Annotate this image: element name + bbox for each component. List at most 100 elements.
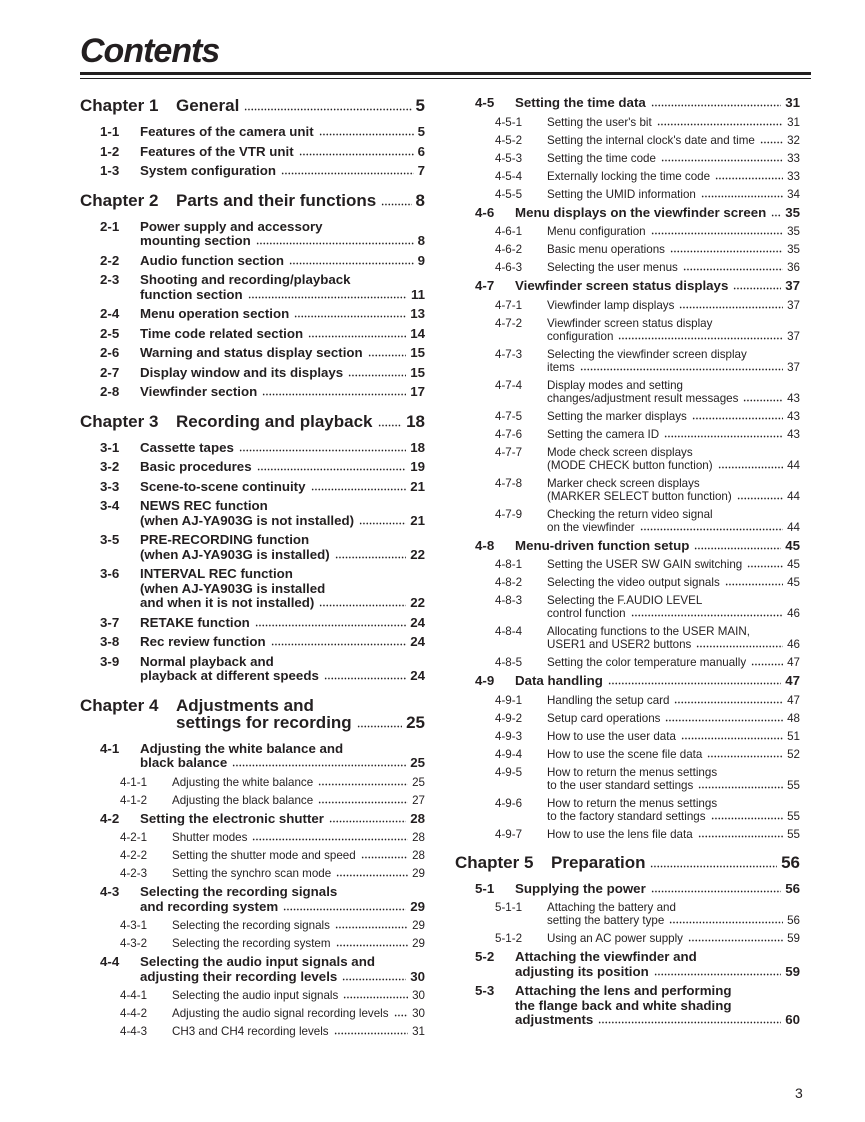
toc-entry-page[interactable]: 19	[410, 459, 425, 474]
toc-section-entry[interactable]: 3-7 RETAKE function 24	[80, 614, 425, 631]
toc-entry-page[interactable]: 7	[417, 163, 425, 178]
toc-section-entry[interactable]: 2-3 Shooting and recording/playback functi…	[80, 272, 425, 302]
toc-entry-page[interactable]: 28	[412, 849, 425, 862]
toc-sub-entry[interactable]: 4-6-1 Menu configuration 35	[455, 225, 800, 238]
toc-chapter-entry[interactable]: Chapter 1 General 5	[80, 97, 425, 120]
toc-section-entry[interactable]: 2-5 Time code related section 14	[80, 325, 425, 342]
toc-entry-page[interactable]: 18	[410, 439, 425, 455]
toc-section-entry[interactable]: 4-1 Adjusting the white balance and black …	[80, 741, 425, 771]
toc-section-entry[interactable]: 4-6 Menu displays on the viewfinder scree…	[455, 205, 800, 221]
toc-section-entry[interactable]: 4-8 Menu-driven function setup 45	[455, 537, 800, 554]
toc-sub-entry[interactable]: 4-9-6 How to return the menus settings to …	[455, 797, 800, 823]
toc-section-entry[interactable]: 3-8 Rec review function 24	[80, 634, 425, 650]
toc-entry-page[interactable]: 25	[410, 755, 425, 770]
toc-entry-page[interactable]: 55	[787, 778, 800, 792]
toc-section-entry[interactable]: 4-2 Setting the electronic shutter 28	[80, 810, 425, 827]
toc-sub-entry[interactable]: 4-7-3 Selecting the viewfinder screen dis…	[455, 348, 800, 374]
toc-sub-entry[interactable]: 5-1-1 Attaching the battery and setting th…	[455, 901, 800, 927]
toc-sub-entry[interactable]: 4-6-2 Basic menu operations 35	[455, 243, 800, 256]
toc-sub-entry[interactable]: 4-2-1 Shutter modes 28	[80, 831, 425, 844]
toc-section-entry[interactable]: 2-6 Warning and status display section 15	[80, 345, 425, 361]
toc-section-entry[interactable]: 3-9 Normal playback and playback at differ…	[80, 654, 425, 684]
toc-entry-page[interactable]: 11	[410, 286, 425, 302]
toc-entry-page[interactable]: 28	[412, 831, 425, 844]
toc-entry-page[interactable]: 29	[412, 919, 425, 932]
toc-entry-page[interactable]: 14	[410, 325, 425, 341]
toc-entry-page[interactable]: 24	[410, 614, 425, 630]
toc-entry-page[interactable]: 47	[787, 693, 800, 707]
toc-entry-page[interactable]: 43	[787, 391, 800, 405]
toc-chapter-entry[interactable]: Chapter 2 Parts and their functions 8	[80, 192, 425, 215]
toc-entry-page[interactable]: 21	[410, 478, 425, 494]
toc-entry-page[interactable]: 17	[410, 384, 425, 399]
toc-entry-page[interactable]: 28	[410, 810, 425, 826]
toc-section-entry[interactable]: 4-4 Selecting the audio input signals and…	[80, 954, 425, 984]
toc-sub-entry[interactable]: 4-7-6 Setting the camera ID 43	[455, 428, 800, 441]
toc-entry-page[interactable]: 35	[787, 243, 800, 256]
toc-section-entry[interactable]: 4-9 Data handling 47	[455, 673, 800, 689]
toc-entry-page[interactable]: 45	[785, 537, 800, 553]
toc-entry-page[interactable]: 55	[787, 827, 800, 841]
toc-entry-page[interactable]: 51	[787, 729, 800, 743]
toc-sub-entry[interactable]: 4-5-2 Setting the internal clock's date a…	[455, 134, 800, 147]
toc-entry-page[interactable]: 56	[787, 914, 800, 927]
toc-sub-entry[interactable]: 4-9-4 How to use the scene file data 52	[455, 748, 800, 761]
toc-entry-page[interactable]: 44	[787, 489, 800, 503]
toc-section-entry[interactable]: 4-7 Viewfinder screen status displays 37	[455, 278, 800, 294]
toc-entry-page[interactable]: 9	[417, 252, 425, 268]
toc-sub-entry[interactable]: 4-7-1 Viewfinder lamp displays 37	[455, 299, 800, 312]
toc-entry-page[interactable]: 45	[787, 576, 800, 589]
toc-entry-page[interactable]: 44	[787, 458, 800, 472]
toc-entry-page[interactable]: 52	[787, 747, 800, 761]
toc-entry-page[interactable]: 47	[785, 673, 800, 688]
toc-chapter-entry[interactable]: Chapter 3 Recording and playback 18	[80, 413, 425, 436]
toc-entry-page[interactable]: 46	[787, 638, 800, 651]
toc-sub-entry[interactable]: 4-4-2 Adjusting the audio signal recordin…	[80, 1007, 425, 1020]
toc-entry-page[interactable]: 30	[412, 989, 425, 1002]
toc-entry-page[interactable]: 47	[787, 656, 800, 669]
toc-entry-page[interactable]: 35	[787, 225, 800, 238]
toc-section-entry[interactable]: 4-3 Selecting the recording signals and re…	[80, 884, 425, 914]
toc-sub-entry[interactable]: 4-7-9 Checking the return video signal on …	[455, 508, 800, 534]
toc-entry-page[interactable]: 29	[412, 937, 425, 950]
toc-sub-entry[interactable]: 4-1-2 Adjusting the black balance 27	[80, 794, 425, 807]
toc-entry-page[interactable]: 30	[412, 1007, 425, 1020]
toc-section-entry[interactable]: 3-2 Basic procedures 19	[80, 459, 425, 475]
toc-section-entry[interactable]: 2-7 Display window and its displays 15	[80, 364, 425, 381]
toc-section-entry[interactable]: 2-8 Viewfinder section 17	[80, 384, 425, 400]
toc-sub-entry[interactable]: 5-1-2 Using an AC power supply 59	[455, 932, 800, 945]
toc-entry-page[interactable]: 32	[787, 133, 800, 147]
toc-entry-page[interactable]: 46	[787, 607, 800, 620]
toc-section-entry[interactable]: 1-1 Features of the camera unit 5	[80, 124, 425, 140]
toc-entry-page[interactable]: 37	[787, 298, 800, 312]
toc-sub-entry[interactable]: 4-8-2 Selecting the video output signals 4…	[455, 576, 800, 589]
toc-entry-page[interactable]: 22	[410, 595, 425, 610]
toc-section-entry[interactable]: 3-5 PRE-RECORDING function (when AJ-YA903G…	[80, 532, 425, 562]
toc-entry-page[interactable]: 48	[787, 711, 800, 725]
toc-section-entry[interactable]: 3-1 Cassette tapes 18	[80, 439, 425, 456]
toc-sub-entry[interactable]: 4-7-5 Setting the marker displays 43	[455, 410, 800, 423]
toc-sub-entry[interactable]: 4-5-5 Setting the UMID information 34	[455, 188, 800, 201]
toc-section-entry[interactable]: 1-2 Features of the VTR unit 6	[80, 144, 425, 160]
toc-sub-entry[interactable]: 4-6-3 Selecting the user menus 36	[455, 261, 800, 274]
toc-entry-page[interactable]: 13	[410, 306, 425, 321]
toc-entry-page[interactable]: 56	[785, 880, 800, 896]
toc-entry-page[interactable]: 44	[787, 520, 800, 534]
toc-entry-page[interactable]: 15	[410, 364, 425, 380]
toc-section-entry[interactable]: 3-6 INTERVAL REC function (when AJ-YA903G …	[80, 566, 425, 611]
toc-entry-page[interactable]: 56	[781, 852, 800, 872]
toc-entry-page[interactable]: 33	[787, 169, 800, 183]
toc-sub-entry[interactable]: 4-7-7 Mode check screen displays (MODE CHE…	[455, 446, 800, 472]
toc-sub-entry[interactable]: 4-9-5 How to return the menus settings to …	[455, 766, 800, 792]
toc-sub-entry[interactable]: 4-3-2 Selecting the recording system 29	[80, 937, 425, 950]
toc-section-entry[interactable]: 5-3 Attaching the lens and performing the …	[455, 983, 800, 1028]
toc-entry-page[interactable]: 8	[417, 233, 425, 248]
toc-sub-entry[interactable]: 4-5-4 Externally locking the time code 33	[455, 170, 800, 183]
toc-entry-page[interactable]: 36	[787, 261, 800, 274]
toc-entry-page[interactable]: 8	[415, 190, 425, 210]
toc-entry-page[interactable]: 27	[412, 793, 425, 807]
toc-entry-page[interactable]: 31	[412, 1025, 425, 1038]
toc-entry-page[interactable]: 29	[412, 867, 425, 880]
toc-entry-page[interactable]: 21	[410, 512, 425, 528]
toc-entry-page[interactable]: 43	[787, 427, 800, 441]
